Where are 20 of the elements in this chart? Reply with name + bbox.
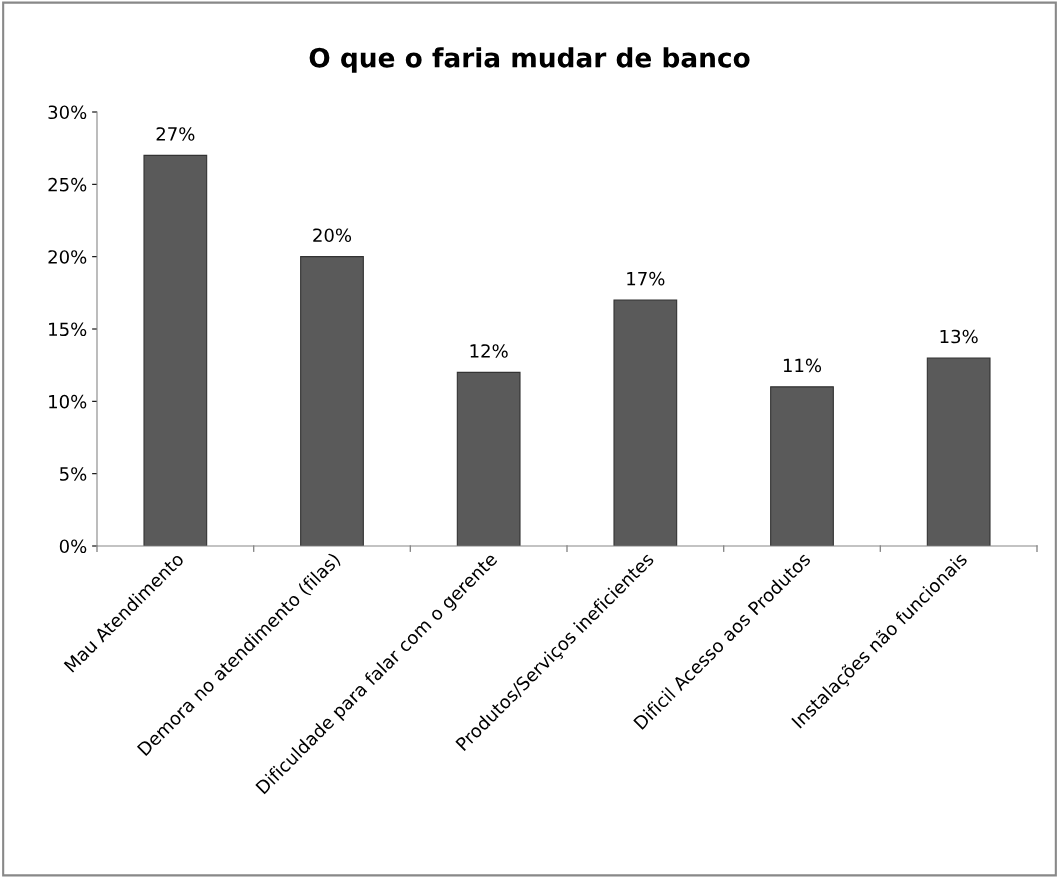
bar xyxy=(926,357,991,546)
bar xyxy=(613,299,678,546)
data-label: 11% xyxy=(783,358,822,373)
data-label: 13% xyxy=(940,329,978,344)
data-label: 17% xyxy=(627,271,665,286)
y-tick-label: 5% xyxy=(60,467,87,481)
bar xyxy=(143,154,208,546)
bar xyxy=(770,386,834,546)
chart-title: O que o faria mudar de banco xyxy=(309,47,750,73)
y-tick-label: 25% xyxy=(48,177,87,192)
data-label: 27% xyxy=(156,127,195,141)
y-tick-label: 20% xyxy=(48,250,87,264)
data-label: 12% xyxy=(470,344,508,358)
y-tick-label: 0% xyxy=(59,539,87,554)
bar xyxy=(456,371,521,546)
y-tick-label: 30% xyxy=(48,105,87,120)
bar xyxy=(300,256,364,546)
data-label: 20% xyxy=(313,228,352,243)
y-tick-label: 10% xyxy=(49,394,87,409)
y-tick-label: 15% xyxy=(49,322,87,337)
